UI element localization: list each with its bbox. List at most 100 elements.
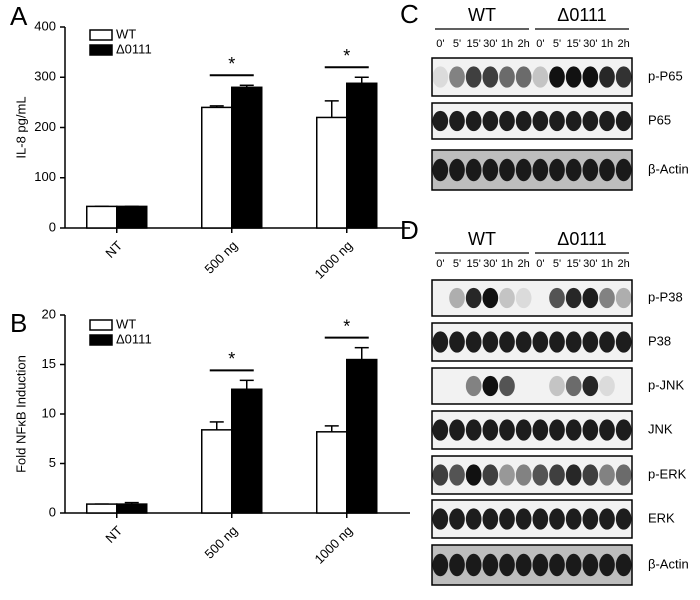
y-tick-label: 0 (49, 219, 56, 234)
significance-mark: * (228, 349, 235, 369)
blot-band (549, 287, 565, 309)
row-label: β-Actin (648, 556, 689, 571)
blot-membrane (431, 102, 633, 140)
timepoint-label: 15' (566, 38, 580, 50)
blot-band (565, 553, 582, 577)
legend-label: WT (116, 26, 136, 41)
blot-band (565, 331, 582, 353)
timepoint-label: 5' (553, 258, 561, 270)
blot-band (599, 464, 615, 486)
blot-band (549, 419, 565, 441)
bar (86, 205, 118, 229)
blot-band (499, 553, 515, 577)
timepoint-label: 2h (518, 258, 530, 270)
bar (231, 388, 263, 514)
timepoint-label: 15' (466, 38, 480, 50)
blot-band (599, 110, 615, 132)
blot-band (599, 553, 615, 577)
y-tick-label: 400 (34, 18, 56, 33)
blot-band (599, 331, 615, 353)
blot-row: β-Actin (431, 149, 689, 191)
blot-band (615, 464, 632, 486)
blot-band (482, 287, 499, 309)
timepoint-label: 30' (583, 258, 597, 270)
blot-band (465, 508, 482, 530)
blot-band (432, 419, 449, 441)
blot-membrane (431, 455, 633, 495)
blot-band (499, 331, 515, 353)
blot-band (615, 553, 632, 577)
blot-band (482, 110, 499, 132)
blot-band (499, 110, 515, 132)
blot-band (532, 331, 549, 353)
x-tick-label: NT (102, 523, 125, 546)
blot-row: p-P65 (431, 57, 683, 97)
timepoint-label: 0' (436, 38, 444, 50)
blot-band (449, 331, 465, 353)
blot-band (499, 464, 515, 486)
blot-band (449, 464, 465, 486)
timepoint-label: 30' (483, 38, 497, 50)
blot-band (515, 464, 532, 486)
timepoint-label: 15' (466, 258, 480, 270)
timepoint-label: 2h (518, 38, 530, 50)
timepoint-label: 2h (618, 258, 630, 270)
x-tick-label: 1000 ng (311, 523, 355, 567)
blot-membrane (431, 544, 633, 586)
timepoint-label: 30' (483, 258, 497, 270)
y-tick-label: 0 (49, 504, 56, 519)
blot-band (582, 508, 599, 530)
y-tick-label: 20 (42, 306, 56, 321)
blot-band (565, 158, 582, 182)
blot-band (465, 287, 482, 309)
blot-band (499, 66, 515, 88)
timepoint-label: 5' (453, 38, 461, 50)
blot-row: p-ERK (431, 455, 687, 495)
blot-band (532, 508, 549, 530)
blot-band (482, 419, 499, 441)
blot-band (465, 553, 482, 577)
timepoint-label: 0' (436, 258, 444, 270)
blot-band (482, 158, 499, 182)
row-label: ERK (648, 510, 675, 525)
significance-mark: * (343, 316, 350, 336)
blot-membrane (431, 57, 633, 97)
blot-band (532, 464, 549, 486)
blot-band (615, 158, 632, 182)
bar (201, 106, 233, 229)
x-tick-label: 500 ng (202, 523, 241, 562)
blot-band (615, 287, 632, 309)
y-tick-label: 300 (34, 69, 56, 84)
blot-band (482, 375, 499, 397)
row-label: p-P38 (648, 289, 683, 304)
blot-band (582, 419, 599, 441)
blot-band (532, 158, 549, 182)
y-axis-label: Fold NFκB Induction (13, 355, 28, 473)
legend-swatch (89, 334, 113, 346)
blot-band (482, 553, 499, 577)
blot-band (582, 464, 599, 486)
blot-band (582, 375, 599, 397)
y-axis-label: IL-8 pg/mL (13, 96, 28, 158)
blot-band (549, 375, 565, 397)
blot-band (599, 66, 615, 88)
blot-band (565, 287, 582, 309)
blot-band (565, 464, 582, 486)
blot-band (499, 419, 515, 441)
timepoint-label: 30' (583, 38, 597, 50)
panel-label: D (400, 215, 419, 245)
blot-membrane (431, 367, 633, 405)
blot-band (615, 508, 632, 530)
panel-label: C (400, 0, 419, 29)
blot-band (482, 508, 499, 530)
significance-mark: * (343, 46, 350, 66)
blot-band (549, 66, 565, 88)
row-label: β-Actin (648, 161, 689, 176)
blot-band (549, 464, 565, 486)
timepoint-label: 1h (501, 38, 513, 50)
blot-band (582, 110, 599, 132)
legend-label: Δ0111 (116, 41, 152, 56)
blot-band (565, 508, 582, 530)
